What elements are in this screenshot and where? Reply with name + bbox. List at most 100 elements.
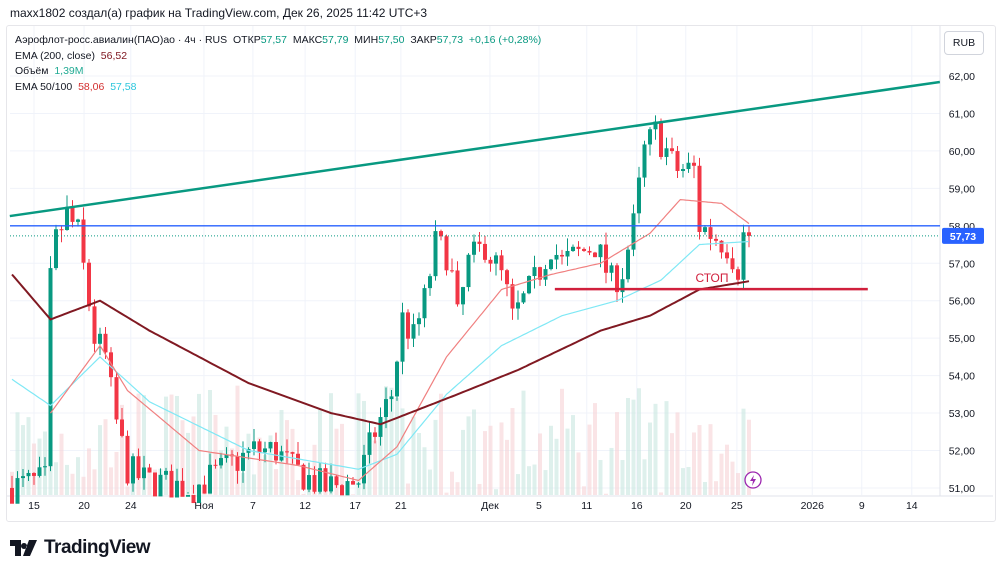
low-label: МИН (354, 34, 379, 46)
candle-body (356, 483, 361, 485)
ema200-value: 56,52 (100, 49, 128, 62)
candle-body (488, 259, 493, 264)
volume-bar (76, 457, 80, 495)
candle-body (373, 432, 377, 437)
volume-bar (180, 420, 185, 495)
volume-bar (59, 433, 64, 495)
volume-bar (98, 425, 102, 495)
volume-bar (263, 455, 267, 495)
volume-bar (120, 404, 124, 495)
y-tick-label: 52,00 (949, 446, 975, 458)
volume-bar (147, 467, 152, 495)
x-tick-label: 20 (78, 500, 90, 512)
candle-body (76, 219, 80, 222)
volume-bar (703, 481, 707, 495)
candle-body (65, 206, 69, 231)
volume-bar (114, 451, 119, 495)
x-tick-label: 25 (731, 500, 743, 512)
y-tick-label: 55,00 (949, 333, 975, 345)
candle-body (136, 456, 141, 479)
candle-body (131, 456, 135, 484)
y-tick-label: 62,00 (949, 71, 975, 83)
candle-body (87, 262, 91, 307)
candle-body (697, 165, 702, 232)
ema50-value: 58,06 (78, 80, 105, 93)
volume-bar (65, 464, 69, 495)
volume-bar (681, 468, 685, 495)
candle-body (719, 240, 724, 253)
volume-bar (411, 416, 416, 495)
volume-bar (235, 385, 240, 495)
x-tick-label: 24 (125, 500, 137, 512)
symbol-name[interactable]: Аэрофлот-росс.авиалин(ПАО)ао · 4ч · RUS (15, 34, 228, 46)
chart-frame[interactable] (6, 25, 996, 522)
volume-bar (686, 466, 691, 495)
chart-caption: maxx1802 создал(а) график на TradingView… (10, 6, 428, 20)
volume-bar (477, 483, 482, 495)
candle-body (631, 213, 636, 250)
candle-body (521, 293, 526, 303)
candle-body (219, 458, 223, 466)
candle-body (499, 255, 504, 271)
volume-bar (417, 433, 421, 495)
y-tick-label: 54,00 (949, 371, 975, 383)
volume-bar (422, 447, 427, 495)
candle-body (615, 265, 619, 293)
candle-body (32, 472, 36, 476)
volume-bar (615, 412, 619, 495)
candle-body (70, 206, 75, 222)
candle-body (648, 129, 652, 145)
volume-bar (747, 419, 751, 495)
volume-bar (340, 423, 344, 495)
x-tick-label: 2026 (801, 500, 825, 512)
tradingview-logo-icon (10, 540, 37, 556)
volume-bar (70, 473, 75, 495)
candle-body (274, 442, 278, 461)
volume-bar (400, 408, 405, 495)
volume-bar (428, 469, 432, 495)
candle-body (653, 121, 658, 130)
y-tick-label: 60,00 (949, 146, 975, 158)
candle-body (59, 229, 64, 231)
candle-body (571, 246, 575, 252)
candle-body (461, 287, 465, 305)
volume-bar (191, 416, 196, 495)
candle-body (543, 269, 548, 280)
tradingview-logo[interactable]: TradingView (10, 537, 151, 559)
volume-bar (527, 466, 531, 495)
ema200-row[interactable]: EMA (200, close) 56,52 (15, 49, 541, 65)
logo-text: TradingView (44, 537, 151, 558)
candle-body (582, 248, 586, 251)
last-price-badge (942, 227, 984, 244)
change-value: +0,16 (+0,28%) (468, 34, 542, 46)
candle-body (301, 464, 306, 490)
candle-body (703, 227, 707, 232)
candle-body (10, 487, 14, 504)
candle-body (142, 467, 146, 479)
volume-bar (329, 393, 333, 495)
candle-body (263, 448, 267, 453)
y-tick-label: 53,00 (949, 408, 975, 420)
volume-bar (697, 425, 702, 495)
volume-row[interactable]: Объём 1,39M (15, 64, 541, 80)
ema50-100-row[interactable]: EMA 50/100 58,06 57,58 (15, 80, 541, 96)
volume-bar (373, 440, 377, 495)
candle-body (318, 468, 322, 492)
candle-body (516, 302, 520, 309)
candle-body (169, 470, 174, 498)
volume-bar (637, 388, 641, 495)
candle-body (587, 250, 592, 253)
candle-body (554, 254, 559, 260)
price-chart[interactable]: 62,0061,0060,0059,0058,0057,0056,0055,00… (0, 0, 1000, 520)
volume-bar (554, 438, 559, 495)
candle-body (268, 442, 273, 449)
candle-body (714, 238, 718, 241)
volume-bar (604, 493, 608, 495)
currency-button[interactable]: RUB (944, 31, 984, 55)
candle-body (334, 476, 339, 486)
candle-body (422, 288, 427, 319)
volume-bar (257, 437, 262, 495)
x-tick-label: 12 (299, 500, 311, 512)
volume-bar (505, 439, 509, 495)
volume-bar (461, 429, 465, 495)
